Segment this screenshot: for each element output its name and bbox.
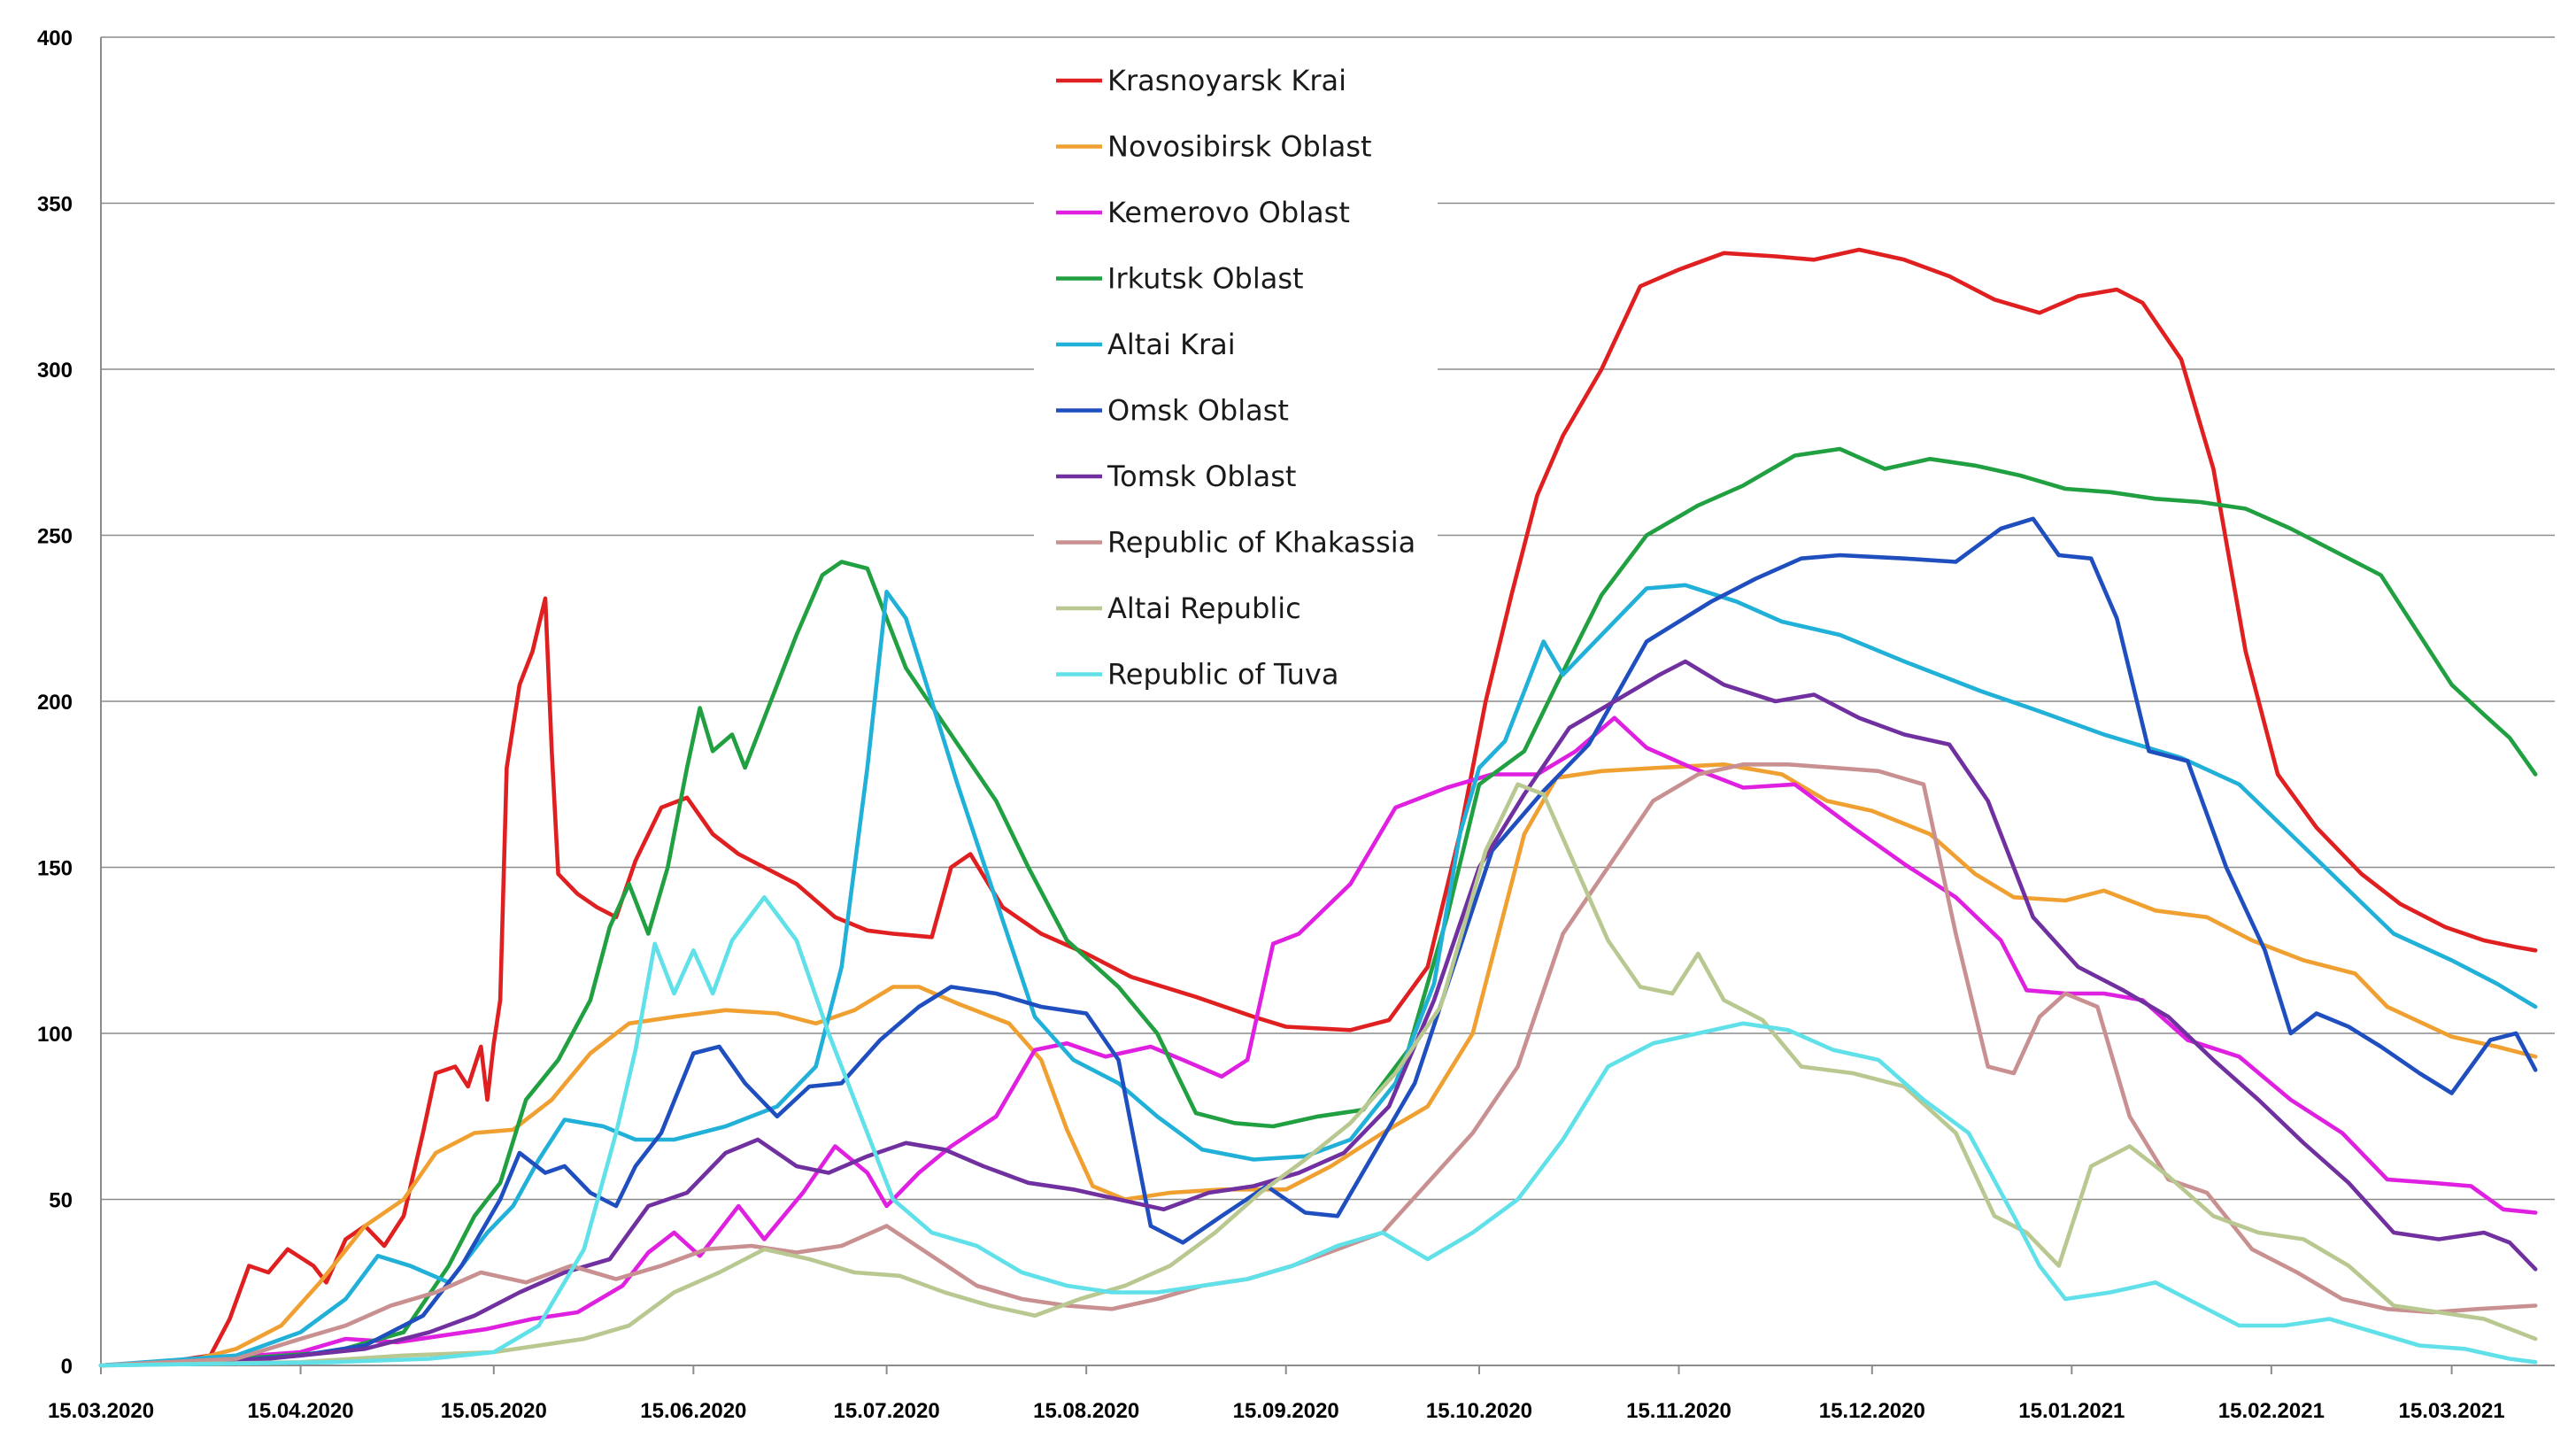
series-line-omsk-oblast <box>98 516 2538 1368</box>
series-line-republic-of-tuva <box>98 895 2538 1368</box>
x-tick-label: 15.07.2020 <box>834 1399 940 1423</box>
legend-label-irkutsk-oblast: Irkutsk Oblast <box>1107 262 1304 296</box>
x-tick-label: 15.02.2021 <box>2218 1399 2325 1423</box>
x-tick-label: 15.12.2020 <box>1819 1399 1925 1423</box>
x-tick-label: 15.10.2020 <box>1426 1399 1532 1423</box>
y-axis-tick-labels: 0 50 100 150 200 250 300 350 400 <box>37 27 73 1379</box>
legend-label-altai-republic: Altai Republic <box>1107 592 1301 625</box>
y-tick-label: 400 <box>37 27 73 50</box>
legend-label-kemerovo-oblast: Kemerovo Oblast <box>1107 196 1350 229</box>
y-tick-label: 350 <box>37 193 73 217</box>
series-line-irkutsk-oblast <box>98 446 2538 1368</box>
x-tick-label: 15.05.2020 <box>441 1399 547 1423</box>
series-line-kemerovo-oblast <box>98 715 2538 1368</box>
x-tick-label: 15.03.2021 <box>2399 1399 2505 1423</box>
y-tick-label: 200 <box>37 691 73 715</box>
series-line-novosibirsk-oblast <box>98 762 2538 1368</box>
x-tick-label: 15.08.2020 <box>1033 1399 1139 1423</box>
legend-label-tomsk-oblast: Tomsk Oblast <box>1107 460 1296 493</box>
x-tick-label: 15.09.2020 <box>1233 1399 1339 1423</box>
legend-label-omsk-oblast: Omsk Oblast <box>1107 394 1289 428</box>
series-line-krasnoyarsk-krai <box>98 247 2538 1368</box>
series-line-altai-krai <box>98 583 2538 1368</box>
legend-label-republic-of-khakassia: Republic of Khakassia <box>1107 526 1415 560</box>
y-tick-label: 50 <box>49 1189 73 1213</box>
plot-area <box>98 247 2538 1368</box>
legend: Krasnoyarsk Krai Novosibirsk Oblast Kemero… <box>1034 50 1438 700</box>
y-tick-label: 250 <box>37 525 73 549</box>
legend-background <box>1034 50 1438 700</box>
series-line-tomsk-oblast <box>98 659 2538 1368</box>
x-tick-label: 15.03.2020 <box>48 1399 154 1423</box>
legend-label-altai-krai: Altai Krai <box>1107 328 1236 361</box>
axes <box>100 37 2555 1374</box>
series-line-altai-republic <box>98 782 2538 1368</box>
y-tick-label: 0 <box>61 1355 73 1379</box>
legend-label-novosibirsk-oblast: Novosibirsk Oblast <box>1107 130 1372 164</box>
legend-label-republic-of-tuva: Republic of Tuva <box>1107 658 1338 692</box>
x-axis-tick-labels: 15.03.2020 15.04.2020 15.05.2020 15.06.2020… <box>48 1399 2505 1423</box>
x-tick-label: 15.01.2021 <box>2018 1399 2125 1423</box>
x-tick-label: 15.06.2020 <box>640 1399 746 1423</box>
y-tick-label: 150 <box>37 857 73 881</box>
series-line-republic-of-khakassia <box>98 762 2538 1368</box>
x-tick-label: 15.04.2020 <box>247 1399 353 1423</box>
x-tick-label: 15.11.2020 <box>1626 1399 1731 1423</box>
y-tick-label: 100 <box>37 1023 73 1047</box>
y-tick-label: 300 <box>37 359 73 383</box>
legend-label-krasnoyarsk-krai: Krasnoyarsk Krai <box>1107 64 1346 97</box>
